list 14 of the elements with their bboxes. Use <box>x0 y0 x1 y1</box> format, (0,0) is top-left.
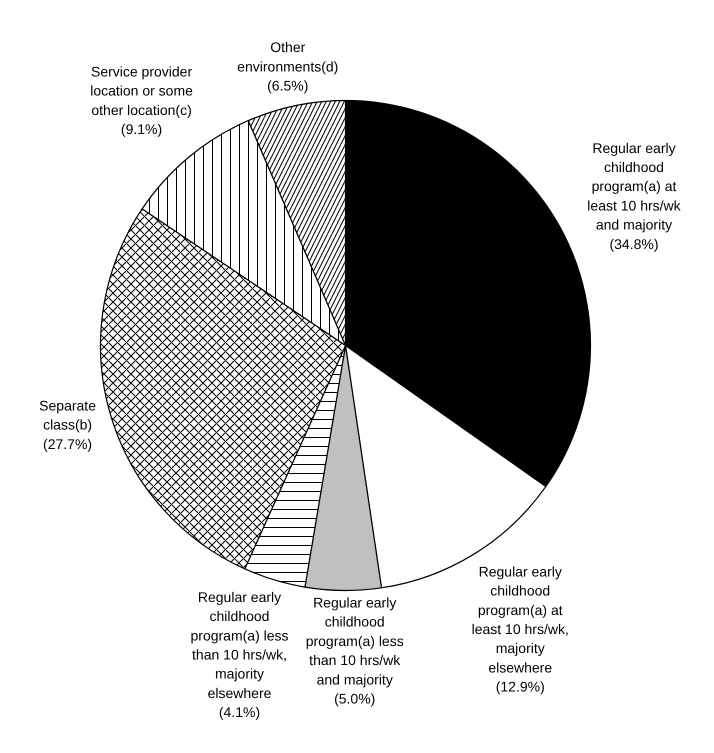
data-label: (4.1%) <box>218 704 260 720</box>
data-label: (12.9%) <box>496 678 545 695</box>
slice-label: Regular early childhood program(a) less than 10 hrs/wk, majority elsewhere <box>190 588 289 701</box>
data-label: (6.5%) <box>267 78 308 94</box>
slice-label: Regular early childhood program(a) at least 10 hrs/wk, majority elsewhere <box>472 563 569 676</box>
slice-label: Service provider location or some other location(c) <box>90 63 194 118</box>
data-label: (34.8%) <box>609 236 658 252</box>
slice-label: Separate class(b) <box>39 398 96 433</box>
data-label: (27.7%) <box>43 436 92 452</box>
data-label: (5.0%) <box>334 690 376 706</box>
slice-label: Other environments(d) <box>237 39 338 74</box>
slice-label: Regular early childhood program(a) less than 10 hrs/wk and majority <box>306 594 404 688</box>
data-label: (9.1%) <box>120 121 162 138</box>
slice-label: Regular early childhood program(a) at least 10 hrs/wk and majority <box>587 140 682 233</box>
